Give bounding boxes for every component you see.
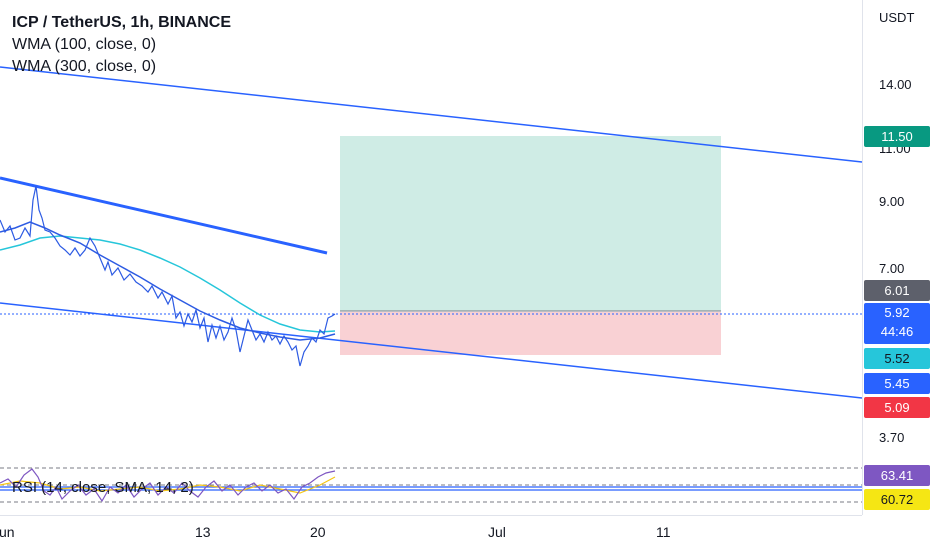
price-tick: 14.00: [879, 77, 912, 92]
price-tick: 9.00: [879, 194, 905, 209]
wma-100-line: [0, 221, 336, 341]
wma-300-price-tag: 5.52: [864, 348, 930, 369]
time-tick: 11: [656, 524, 671, 540]
target-price-tag: 11.50: [864, 126, 930, 147]
rsi-value-tag: 63.41: [864, 465, 930, 486]
wma-price-tag: 6.01: [864, 280, 930, 301]
currency-label: USDT: [879, 10, 915, 25]
current-price-tag: 5.92 44:46: [864, 303, 930, 344]
price-axis[interactable]: USDT 14.00 11.00 9.00 7.00 3.70 11.50 6.…: [862, 0, 932, 515]
time-tick: Jun: [0, 524, 15, 540]
bar-countdown: 44:46: [880, 324, 914, 339]
rsi-ma-tag: 60.72: [864, 489, 930, 510]
price-tick: 3.70: [879, 430, 905, 445]
rsi-line: [0, 468, 336, 503]
long-position-profit-zone[interactable]: [340, 136, 721, 311]
rsi-legend[interactable]: RSI (14, close, SMA, 14, 2): [12, 479, 194, 496]
time-tick: Jul: [488, 524, 506, 540]
current-price-value: 5.92: [884, 305, 910, 320]
time-axis[interactable]: Jun 13 20 Jul 11: [0, 515, 862, 551]
time-tick: 20: [310, 524, 326, 540]
time-tick: 13: [195, 524, 211, 540]
price-chart-canvas[interactable]: [0, 0, 862, 515]
stop-price-tag: 5.09: [864, 397, 930, 418]
lower-trendline[interactable]: [0, 302, 862, 399]
upper-trendline[interactable]: [0, 66, 862, 163]
long-position-loss-zone[interactable]: [340, 312, 721, 355]
wma-100-legend[interactable]: WMA (100, close, 0): [12, 36, 157, 53]
symbol-title[interactable]: ICP / TetherUS, 1h, BINANCE: [12, 14, 231, 31]
price-tick: 7.00: [879, 261, 905, 276]
short-trendline[interactable]: [0, 176, 328, 255]
rsi-panel[interactable]: [0, 465, 862, 515]
chart-area[interactable]: ICP / TetherUS, 1h, BINANCE WMA (100, cl…: [0, 0, 862, 550]
chart-legend: ICP / TetherUS, 1h, BINANCE WMA (100, cl…: [12, 12, 231, 78]
wma-300-legend[interactable]: WMA (300, close, 0): [12, 58, 157, 75]
wma-300-line: [0, 235, 336, 333]
price-series: [0, 185, 336, 367]
entry-price-tag: 5.45: [864, 373, 930, 394]
